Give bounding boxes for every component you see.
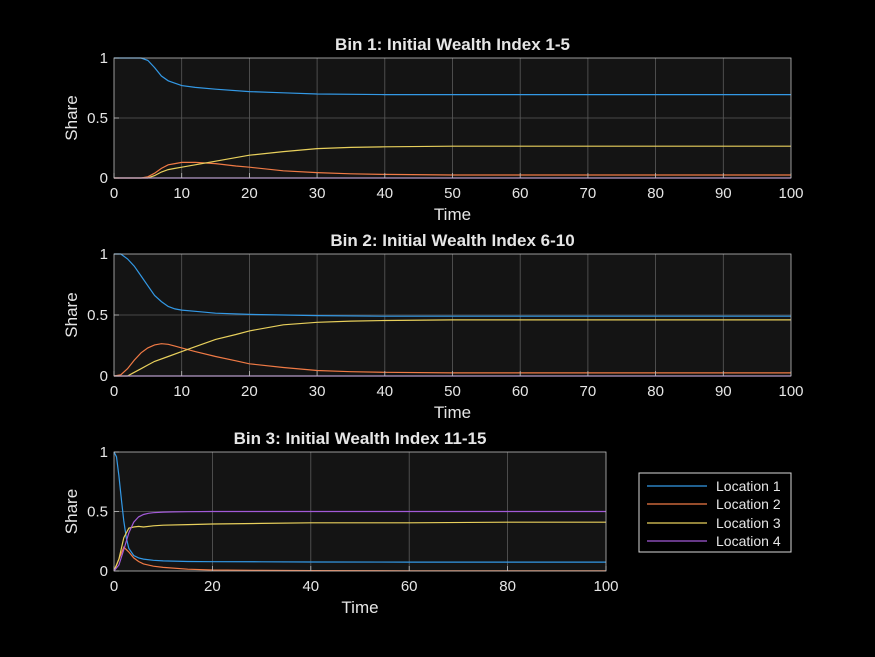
y-tick-label: 0 (100, 368, 108, 385)
x-tick-label: 0 (110, 383, 118, 400)
x-tick-label: 20 (241, 383, 258, 400)
y-tick-label: 0.5 (87, 110, 108, 127)
y-tick-label: 1 (100, 246, 108, 263)
x-tick-label: 60 (512, 383, 529, 400)
x-axis-label: Time (341, 598, 378, 617)
y-axis-label: Share (62, 292, 81, 337)
x-tick-label: 40 (376, 185, 393, 202)
panel-bin-2: 0 10 20 30 40 50 60 70 80 90 100 0 0.5 1 Bin 2: Initi… (62, 231, 804, 422)
series-line-location-1 (113, 451, 606, 563)
series-line-location-4 (113, 510, 606, 572)
chart-title: Bin 1: Initial Wealth Index 1-5 (335, 35, 570, 54)
panel-bin-1: 0 10 20 30 40 50 60 70 80 90 100 0 0.5 1 Bin 1: Initi… (62, 35, 804, 224)
y-tick-label: 0.5 (87, 504, 108, 521)
y-tick-label: 0.5 (87, 307, 108, 324)
x-tick-label: 60 (401, 578, 418, 595)
legend-entry-location-1: Location 1 (716, 478, 781, 494)
series-line-location-1 (114, 253, 791, 317)
y-tick-label: 1 (100, 50, 108, 67)
x-tick-label: 50 (444, 185, 461, 202)
x-tick-label: 70 (580, 185, 597, 202)
x-tick-label: 80 (499, 578, 516, 595)
x-tick-label: 30 (309, 185, 326, 202)
panel-bin-3: 0 20 40 60 80 100 0 0.5 1 Bin 3: Initial Wealth … (62, 429, 619, 617)
x-tick-label: 0 (110, 578, 118, 595)
legend: Location 1 Location 2 Location 3 Locatio… (638, 472, 792, 553)
x-tick-label: 40 (302, 578, 319, 595)
x-tick-label: 90 (715, 185, 732, 202)
legend-entry-location-2: Location 2 (716, 496, 781, 512)
x-tick-label: 70 (580, 383, 597, 400)
y-tick-label: 0 (100, 563, 108, 580)
chart-title: Bin 2: Initial Wealth Index 6-10 (330, 231, 574, 250)
x-tick-label: 80 (647, 383, 664, 400)
x-tick-label: 100 (778, 185, 803, 202)
x-axis-label: Time (434, 403, 471, 422)
legend-entry-location-3: Location 3 (716, 515, 781, 531)
series-line-location-3 (113, 521, 606, 572)
x-tick-label: 30 (309, 383, 326, 400)
x-tick-label: 100 (593, 578, 618, 595)
series-line-location-2 (114, 161, 791, 179)
x-tick-label: 60 (512, 185, 529, 202)
x-tick-label: 0 (110, 185, 118, 202)
x-tick-label: 50 (444, 383, 461, 400)
y-axis-label: Share (62, 95, 81, 140)
y-axis-label: Share (62, 489, 81, 534)
chart-title: Bin 3: Initial Wealth Index 11-15 (234, 429, 487, 448)
y-tick-label: 1 (100, 444, 108, 461)
series-line-location-3 (114, 319, 791, 377)
x-tick-label: 90 (715, 383, 732, 400)
series-line-location-1 (114, 57, 791, 96)
y-tick-label: 0 (100, 170, 108, 187)
legend-entry-location-4: Location 4 (716, 533, 781, 549)
x-tick-label: 40 (376, 383, 393, 400)
x-tick-label: 20 (204, 578, 221, 595)
x-tick-label: 10 (173, 383, 190, 400)
x-tick-label: 100 (778, 383, 803, 400)
x-tick-label: 10 (173, 185, 190, 202)
x-tick-label: 80 (647, 185, 664, 202)
x-axis-label: Time (434, 205, 471, 224)
x-tick-label: 20 (241, 185, 258, 202)
series-line-location-3 (114, 145, 791, 179)
